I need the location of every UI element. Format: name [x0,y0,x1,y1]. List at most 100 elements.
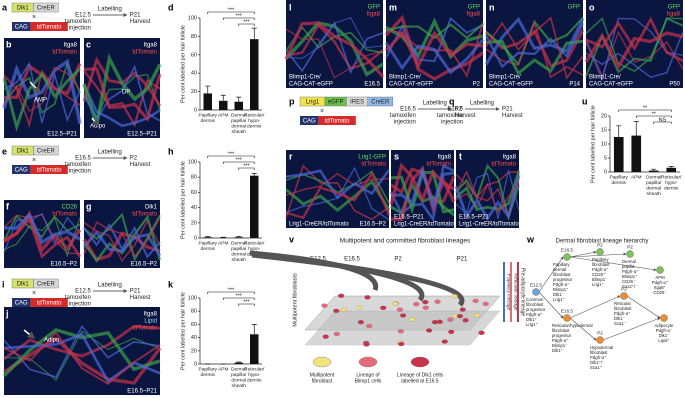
cross: × [320,108,324,115]
image-annotation: Blimp1-Cre/ [589,75,621,81]
node-label: Blimp1⁻ [592,277,607,282]
significance-label: *** [243,19,250,25]
node-label: Reticular [614,301,632,306]
fibroblast [333,308,340,314]
bar [234,101,244,110]
x-tick-label: Papillary [199,240,218,246]
significance-label: ** [643,105,648,111]
tissue-signal [3,336,162,385]
node-label: fibroblast [592,262,610,267]
image-annotation: Blimp1-Cre/ [389,75,421,81]
y-tick-label: 80 [191,34,197,40]
significance-label: *** [228,7,235,13]
image-annotation: Blimp1-Cre/ [489,75,521,81]
timepoint-label: tamoxifen [437,113,463,119]
stain-label: CD26 [62,205,78,211]
reporter-box [318,116,356,125]
reporter-box [12,165,31,174]
x-tick-label: dermis [201,372,216,378]
tissue-signal [384,38,485,75]
tissue-signal [485,22,584,69]
image-annotation: DP [122,90,130,96]
gene-label: IRES [350,99,364,105]
fibroblast [459,307,466,312]
node-label: dermal [553,267,566,272]
image-annotation: Lrig1-CreER/tdTomato [289,222,349,228]
lineage-arrow [538,256,564,293]
gene-box [33,2,59,13]
panel-letter: a [2,2,8,12]
y-tick-label: 0 [604,169,607,175]
significance-bracket [653,121,672,124]
stage-label: P2 [473,82,481,88]
gene-label: CreER [37,5,56,11]
tissue-signal [2,67,82,133]
arrow [91,117,99,128]
error-bar [633,121,639,136]
lineage-arrow [569,250,597,258]
y-tick-label: 0 [194,361,197,367]
stage-label: P2 [627,245,633,250]
legend-label: Multipotent [310,372,335,378]
cell-node [596,248,604,256]
node-label: Dlk1⁻ [659,333,670,338]
node-label: Pdgfr-α⁺ [614,311,630,316]
significance-bracket [618,109,672,112]
tissue-signal [83,214,162,263]
lineage-arrow [569,252,627,258]
lineage-label: Pre-adipocyte lineage [520,268,526,317]
x-tick-label: dermal [231,123,246,129]
reporter-label: CAG [15,24,28,30]
node-label: papilla [622,264,635,269]
tissue-signal [3,212,81,245]
bar [666,167,677,172]
gene-label: Dlk1 [17,148,30,154]
x-tick-label: Reticular/ [661,174,682,180]
diagram-title: Dermal fibroblast lineage hierarchy [556,239,649,245]
cell-node [626,250,634,258]
node-label: Lrig1⁺ [592,282,604,287]
timepoint-label: tamoxifen [65,162,91,168]
stain-label: GFP [468,5,480,11]
node-label: Blimp1⁺ [553,287,568,292]
panel-letter: h [168,146,174,156]
bar [648,170,659,172]
timepoint-label: tamoxifen [390,113,416,119]
error-bar [236,236,242,238]
tissue-signal [3,331,161,385]
tissue-signal [2,328,161,377]
timepoint-label: tamoxifen [65,19,91,25]
node-label: fibroblast [553,272,571,277]
fibroblast [482,301,489,307]
image-annotation: Adipo [44,338,60,344]
node-label: Hypodermal [590,345,613,350]
gene-label: CreER [37,148,56,154]
node-label: Pdgfr-α⁺ [552,338,568,343]
tissue-signal [384,14,484,81]
node-label: Common [526,297,544,302]
significance-label: NS [659,117,667,123]
error-bar [251,173,257,176]
hair-follicle [251,252,465,307]
stage-label: P2 [394,257,402,263]
fibroblast [357,320,365,325]
reporter-box [30,298,68,307]
timepoint-label: Harvest [130,162,151,168]
labelling-label: Labelling [423,101,447,107]
cross: × [32,157,36,164]
lineage-bar [503,262,505,322]
tissue-signal [284,21,384,77]
fibroblast [422,299,429,305]
panel-letter: t [459,151,462,161]
panel-letter: w [526,234,535,244]
reporter-label: tdTomato [37,24,62,30]
fibroblast [322,334,329,339]
x-tick-label: APM [218,240,228,246]
bar [249,39,259,110]
fibroblast [396,307,404,312]
y-axis-title: Per cent labelled per hair follicle [180,161,186,239]
y-tick-label: 100 [188,15,197,21]
fibroblast [337,293,345,298]
legend-label: Blimp1 cells [355,378,382,384]
node-label: CD26⁻ [622,279,635,284]
